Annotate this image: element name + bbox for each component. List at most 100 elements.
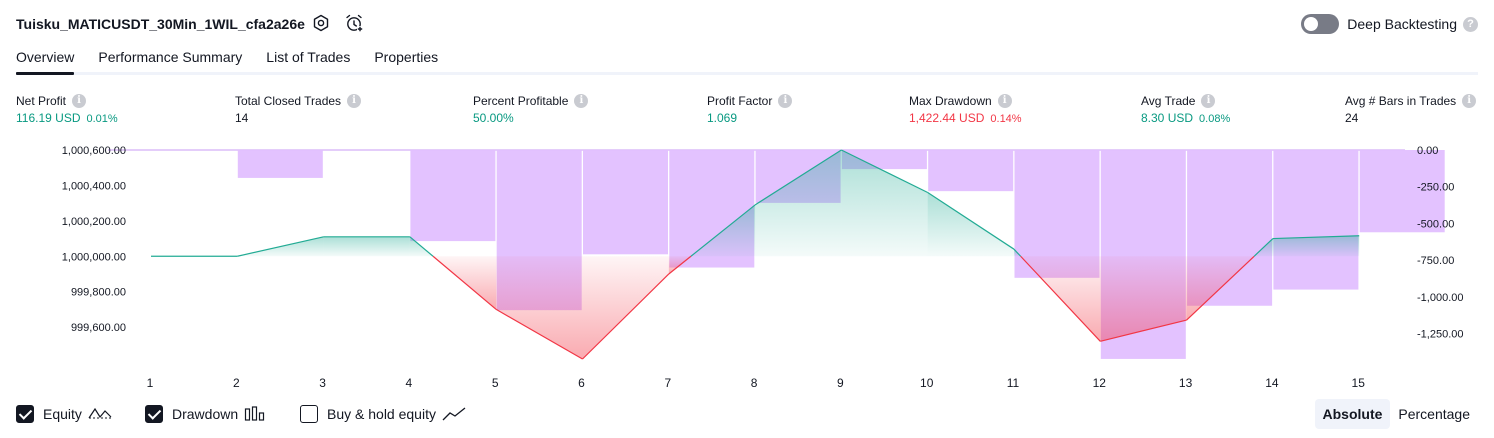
equity-area-above [841, 150, 928, 257]
gear-icon[interactable] [311, 13, 331, 33]
equity-line-segment [1253, 238, 1274, 257]
metric-label: Avg Trade [1141, 94, 1196, 108]
buy-hold-option[interactable]: Buy & hold equity [300, 403, 466, 425]
drawdown-bar[interactable] [237, 150, 323, 178]
equity-line-segment [1186, 255, 1255, 321]
deep-backtesting-label: Deep Backtesting [1347, 16, 1457, 32]
drawdown-option[interactable]: Drawdown [145, 403, 266, 425]
drawdown-bars-icon [245, 406, 265, 421]
drawdown-checkbox[interactable] [145, 405, 163, 423]
left-axis-tick-label: 999,800.00 [71, 287, 126, 299]
right-axis-tick-label: -750.00 [1417, 255, 1454, 267]
equity-area-above [927, 192, 1014, 257]
equity-line-segment [690, 204, 756, 257]
help-icon[interactable]: ? [1463, 16, 1478, 32]
equity-line-segment [1020, 255, 1101, 342]
metric-net-profit: Net Profit i 116.19 USD 0.01% [16, 92, 118, 127]
equity-line-segment [1272, 235, 1360, 240]
equity-option[interactable]: Equity [16, 403, 112, 425]
x-axis-tick-label: 11 [1007, 376, 1020, 390]
equity-line-segment [927, 192, 1015, 250]
right-axis-tick-label: -500.00 [1417, 218, 1454, 230]
equity-area-above [323, 236, 410, 257]
info-icon[interactable]: i [72, 94, 87, 108]
metric-percent: 0.01% [86, 113, 118, 125]
metric-value: 50.00% [473, 111, 514, 125]
tab-properties[interactable]: Properties [374, 49, 439, 65]
x-axis-tick-label: 2 [233, 376, 240, 390]
right-axis-tick-label: -250.00 [1417, 182, 1454, 194]
drawdown-bar[interactable] [1273, 150, 1359, 290]
right-axis: 0.00 -250.00 -500.00 -750.00 -1,000.00 -1,250… [1417, 145, 1463, 341]
metric-value: 1.069 [707, 111, 738, 125]
x-axis-tick-label: 14 [1265, 376, 1279, 390]
x-axis: 1 2 3 4 5 6 7 8 9 10 11 12 13 14 15 [147, 376, 1366, 390]
strategy-header: Tuisku_MATICUSDT_30Min_1WIL_cfa2a26e Dee… [16, 0, 1478, 46]
absolute-button[interactable]: Absolute [1314, 399, 1391, 429]
metric-label: Avg # Bars in Trades [1345, 94, 1457, 108]
info-icon[interactable]: i [997, 94, 1012, 108]
metric-value: 14 [235, 111, 249, 125]
report-tabs: Overview Performance Summary List of Tra… [16, 46, 1478, 75]
deep-backtesting-toggle[interactable] [1301, 14, 1340, 34]
scale-switch: Absolute Percentage [1314, 399, 1479, 429]
equity-drawdown-chart[interactable]: 1,000,600.00 1,000,400.00 1,000,200.00 1,00… [0, 138, 1494, 398]
metric-value: 1,422.44 USD [909, 111, 985, 125]
info-icon[interactable]: i [574, 94, 589, 108]
info-icon[interactable]: i [347, 94, 362, 108]
equity-checkbox[interactable] [16, 405, 34, 423]
drawdown-bar[interactable] [583, 150, 668, 255]
left-axis: 1,000,600.00 1,000,400.00 1,000,200.00 1,00… [62, 145, 126, 334]
drawdown-bar[interactable] [1359, 150, 1445, 233]
metric-percent: 0.14% [990, 113, 1022, 125]
metric-label: Profit Factor [707, 94, 773, 108]
drawdown-bar[interactable] [410, 150, 496, 242]
info-icon[interactable]: i [778, 94, 793, 108]
equity-line-segment [668, 255, 692, 275]
buy-hold-checkbox[interactable] [300, 405, 318, 423]
strategy-title[interactable]: Tuisku_MATICUSDT_30Min_1WIL_cfa2a26e [16, 16, 305, 32]
alarm-clock-plus-icon[interactable] [344, 13, 364, 33]
metric-avg-bars-in-trades: Avg # Bars in Trades i 24 [1345, 92, 1477, 127]
equity-area-above [1272, 235, 1360, 257]
metric-total-closed-trades: Total Closed Trades i 14 [235, 92, 362, 127]
equity-area-above [755, 150, 842, 257]
left-axis-tick-label: 999,600.00 [71, 322, 126, 334]
x-axis-tick-label: 4 [406, 376, 413, 390]
toggle-knob [1304, 17, 1319, 31]
equity-line-segment [495, 308, 583, 360]
info-icon[interactable]: i [1462, 94, 1477, 108]
equity-line-segment [432, 255, 497, 310]
drawdown-label: Drawdown [172, 406, 239, 422]
drawdown-bars [108, 149, 1445, 359]
deep-backtesting-control: Deep Backtesting ? [1301, 13, 1478, 35]
tab-list-of-trades[interactable]: List of Trades [266, 49, 351, 65]
tab-overview[interactable]: Overview [16, 46, 75, 75]
equity-area-below [1100, 256, 1187, 342]
tab-performance-summary[interactable]: Performance Summary [98, 49, 243, 65]
metric-label: Total Closed Trades [235, 94, 342, 108]
x-axis-tick-label: 3 [319, 376, 326, 390]
metric-value: 8.30 USD [1141, 111, 1194, 125]
equity-line-icon [88, 407, 112, 419]
equity-line-segment [1013, 248, 1022, 257]
x-axis-tick-label: 12 [1093, 376, 1107, 390]
metric-value: 116.19 USD [16, 111, 81, 125]
right-axis-tick-label: -1,000.00 [1417, 292, 1463, 304]
equity-area-below [1020, 256, 1101, 342]
x-axis-tick-label: 10 [920, 376, 934, 390]
equity-line-segment [1100, 319, 1187, 342]
left-axis-tick-label: 1,000,200.00 [62, 216, 126, 228]
right-axis-tick-label: 0.00 [1417, 145, 1438, 157]
metrics-row: Net Profit i 116.19 USD 0.01% Total Closed… [0, 92, 1494, 132]
left-axis-tick-label: 1,000,600.00 [62, 145, 126, 157]
info-icon[interactable]: i [1201, 94, 1216, 108]
right-axis-tick-label: -1,250.00 [1417, 329, 1463, 341]
left-axis-tick-label: 1,000,400.00 [62, 180, 126, 192]
drawdown-bar[interactable] [928, 150, 1014, 192]
equity-line-segment [582, 273, 670, 360]
equity-area-below [582, 256, 669, 359]
percentage-button[interactable]: Percentage [1398, 406, 1470, 422]
x-axis-tick-label: 9 [837, 376, 844, 390]
x-axis-tick-label: 5 [492, 376, 499, 390]
